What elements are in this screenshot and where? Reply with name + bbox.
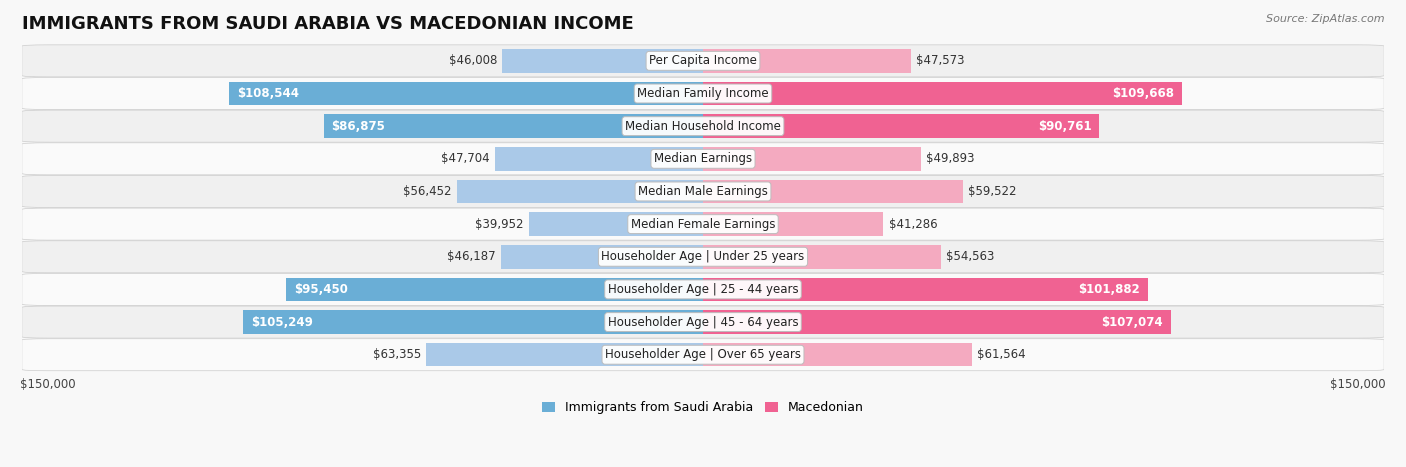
- FancyBboxPatch shape: [22, 339, 1384, 371]
- Bar: [426, 343, 703, 367]
- Text: $49,893: $49,893: [927, 152, 974, 165]
- FancyBboxPatch shape: [22, 241, 1384, 273]
- Bar: [229, 82, 703, 105]
- Text: $63,355: $63,355: [373, 348, 422, 361]
- Text: Householder Age | 45 - 64 years: Householder Age | 45 - 64 years: [607, 316, 799, 329]
- Text: $107,074: $107,074: [1101, 316, 1163, 329]
- FancyBboxPatch shape: [22, 208, 1384, 240]
- Text: Source: ZipAtlas.com: Source: ZipAtlas.com: [1267, 14, 1385, 24]
- Text: $105,249: $105,249: [252, 316, 314, 329]
- Text: $47,573: $47,573: [915, 54, 965, 67]
- Bar: [703, 147, 921, 170]
- Text: Per Capita Income: Per Capita Income: [650, 54, 756, 67]
- Text: Householder Age | Under 25 years: Householder Age | Under 25 years: [602, 250, 804, 263]
- Bar: [502, 49, 703, 72]
- Bar: [323, 114, 703, 138]
- FancyBboxPatch shape: [22, 306, 1384, 338]
- Text: Median Earnings: Median Earnings: [654, 152, 752, 165]
- Text: $46,187: $46,187: [447, 250, 496, 263]
- FancyBboxPatch shape: [22, 273, 1384, 305]
- Text: IMMIGRANTS FROM SAUDI ARABIA VS MACEDONIAN INCOME: IMMIGRANTS FROM SAUDI ARABIA VS MACEDONI…: [22, 15, 634, 33]
- Text: $41,286: $41,286: [889, 218, 938, 231]
- Text: Householder Age | Over 65 years: Householder Age | Over 65 years: [605, 348, 801, 361]
- Text: $56,452: $56,452: [402, 185, 451, 198]
- Bar: [703, 180, 963, 203]
- Text: $108,544: $108,544: [238, 87, 299, 100]
- Bar: [703, 212, 883, 236]
- Text: $90,761: $90,761: [1038, 120, 1091, 133]
- Bar: [243, 311, 703, 334]
- FancyBboxPatch shape: [22, 143, 1384, 175]
- Text: Median Male Earnings: Median Male Earnings: [638, 185, 768, 198]
- Bar: [703, 311, 1171, 334]
- Text: Householder Age | 25 - 44 years: Householder Age | 25 - 44 years: [607, 283, 799, 296]
- Text: $47,704: $47,704: [441, 152, 489, 165]
- Text: $46,008: $46,008: [449, 54, 496, 67]
- Text: $61,564: $61,564: [977, 348, 1025, 361]
- Text: $39,952: $39,952: [475, 218, 523, 231]
- Bar: [502, 245, 703, 269]
- FancyBboxPatch shape: [22, 176, 1384, 207]
- Bar: [457, 180, 703, 203]
- FancyBboxPatch shape: [22, 45, 1384, 77]
- Text: $109,668: $109,668: [1112, 87, 1174, 100]
- Bar: [287, 278, 703, 301]
- Text: $59,522: $59,522: [969, 185, 1017, 198]
- Bar: [703, 278, 1147, 301]
- Text: $54,563: $54,563: [946, 250, 995, 263]
- FancyBboxPatch shape: [22, 78, 1384, 109]
- Text: Median Female Earnings: Median Female Earnings: [631, 218, 775, 231]
- Bar: [703, 49, 911, 72]
- Bar: [703, 343, 972, 367]
- Text: Median Family Income: Median Family Income: [637, 87, 769, 100]
- Text: $86,875: $86,875: [332, 120, 385, 133]
- Bar: [703, 114, 1099, 138]
- Text: $95,450: $95,450: [294, 283, 347, 296]
- Bar: [529, 212, 703, 236]
- Text: $101,882: $101,882: [1078, 283, 1140, 296]
- Text: Median Household Income: Median Household Income: [626, 120, 780, 133]
- Bar: [703, 245, 941, 269]
- Bar: [703, 82, 1182, 105]
- Bar: [495, 147, 703, 170]
- FancyBboxPatch shape: [22, 110, 1384, 142]
- Legend: Immigrants from Saudi Arabia, Macedonian: Immigrants from Saudi Arabia, Macedonian: [537, 396, 869, 419]
